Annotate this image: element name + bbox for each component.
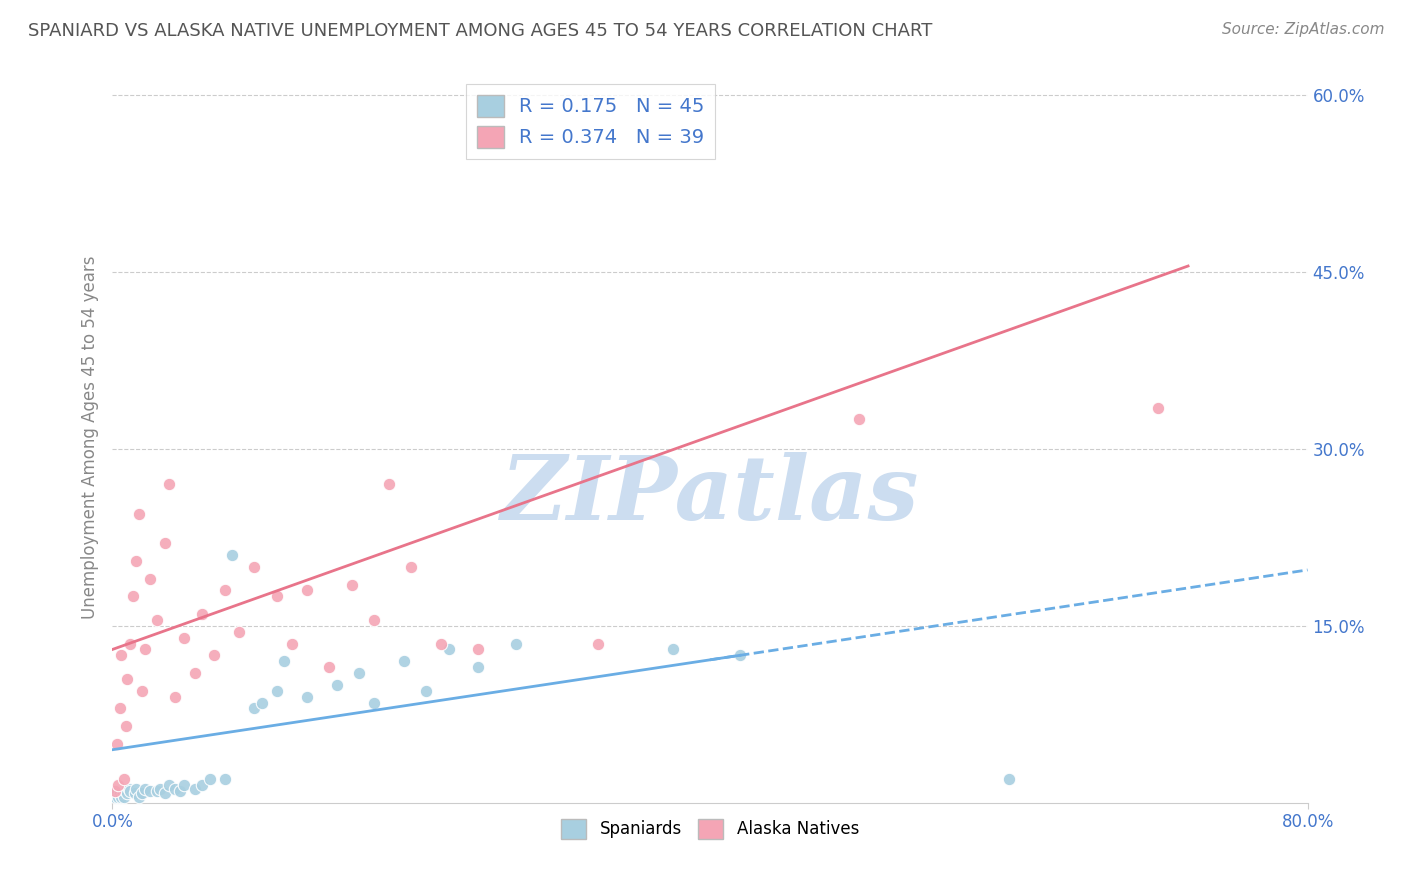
Point — [295, 690, 318, 704]
Point — [169, 784, 191, 798]
Point — [104, 784, 127, 798]
Point — [281, 636, 304, 650]
Point — [266, 590, 288, 604]
Point — [202, 648, 225, 663]
Point — [266, 683, 288, 698]
Point — [153, 536, 176, 550]
Point — [214, 583, 236, 598]
Point — [108, 786, 131, 800]
Point — [128, 507, 150, 521]
Point — [191, 778, 214, 792]
Point — [243, 559, 266, 574]
Point — [998, 772, 1021, 787]
Point — [183, 666, 205, 681]
Point — [107, 778, 129, 792]
Point — [467, 660, 489, 674]
Point — [125, 781, 148, 796]
Point — [110, 648, 132, 663]
Point — [165, 690, 187, 704]
Point — [273, 654, 295, 668]
Point — [728, 648, 751, 663]
Point — [107, 789, 129, 804]
Point — [117, 672, 139, 686]
Point — [139, 572, 162, 586]
Point — [214, 772, 236, 787]
Point — [122, 590, 145, 604]
Point — [340, 577, 363, 591]
Point — [392, 654, 415, 668]
Point — [243, 701, 266, 715]
Point — [467, 642, 489, 657]
Point — [250, 696, 273, 710]
Point — [108, 701, 131, 715]
Point — [124, 786, 146, 800]
Point — [117, 786, 139, 800]
Point — [437, 642, 460, 657]
Point — [153, 786, 176, 800]
Point — [191, 607, 214, 621]
Text: SPANIARD VS ALASKA NATIVE UNEMPLOYMENT AMONG AGES 45 TO 54 YEARS CORRELATION CHA: SPANIARD VS ALASKA NATIVE UNEMPLOYMENT A… — [28, 22, 932, 40]
Legend: Spaniards, Alaska Natives: Spaniards, Alaska Natives — [554, 812, 866, 846]
Point — [105, 784, 128, 798]
Point — [586, 636, 609, 650]
Point — [157, 477, 180, 491]
Point — [318, 660, 340, 674]
Point — [146, 784, 169, 798]
Point — [363, 696, 385, 710]
Point — [131, 786, 153, 800]
Point — [110, 789, 132, 804]
Point — [131, 683, 153, 698]
Point — [347, 666, 370, 681]
Point — [114, 789, 135, 804]
Point — [173, 778, 195, 792]
Point — [105, 737, 128, 751]
Point — [134, 781, 156, 796]
Point — [115, 784, 138, 798]
Text: Source: ZipAtlas.com: Source: ZipAtlas.com — [1222, 22, 1385, 37]
Point — [221, 548, 243, 562]
Point — [115, 719, 138, 733]
Point — [363, 613, 385, 627]
Point — [120, 784, 142, 798]
Point — [1147, 401, 1170, 415]
Text: ZIPatlas: ZIPatlas — [502, 452, 918, 539]
Y-axis label: Unemployment Among Ages 45 to 54 years: Unemployment Among Ages 45 to 54 years — [80, 255, 98, 619]
Point — [125, 554, 148, 568]
Point — [661, 642, 683, 657]
Point — [378, 477, 401, 491]
Point — [848, 412, 870, 426]
Point — [165, 781, 187, 796]
Point — [111, 786, 134, 800]
Point — [415, 683, 437, 698]
Point — [401, 559, 423, 574]
Point — [198, 772, 221, 787]
Point — [146, 613, 169, 627]
Point — [228, 624, 250, 639]
Point — [134, 642, 156, 657]
Point — [104, 789, 127, 804]
Point — [128, 789, 150, 804]
Point — [118, 781, 141, 796]
Point — [114, 772, 135, 787]
Point — [325, 678, 347, 692]
Point — [149, 781, 172, 796]
Point — [157, 778, 180, 792]
Point — [295, 583, 318, 598]
Point — [173, 631, 195, 645]
Point — [120, 636, 142, 650]
Point — [139, 784, 162, 798]
Point — [430, 636, 453, 650]
Point — [505, 636, 527, 650]
Point — [183, 781, 205, 796]
